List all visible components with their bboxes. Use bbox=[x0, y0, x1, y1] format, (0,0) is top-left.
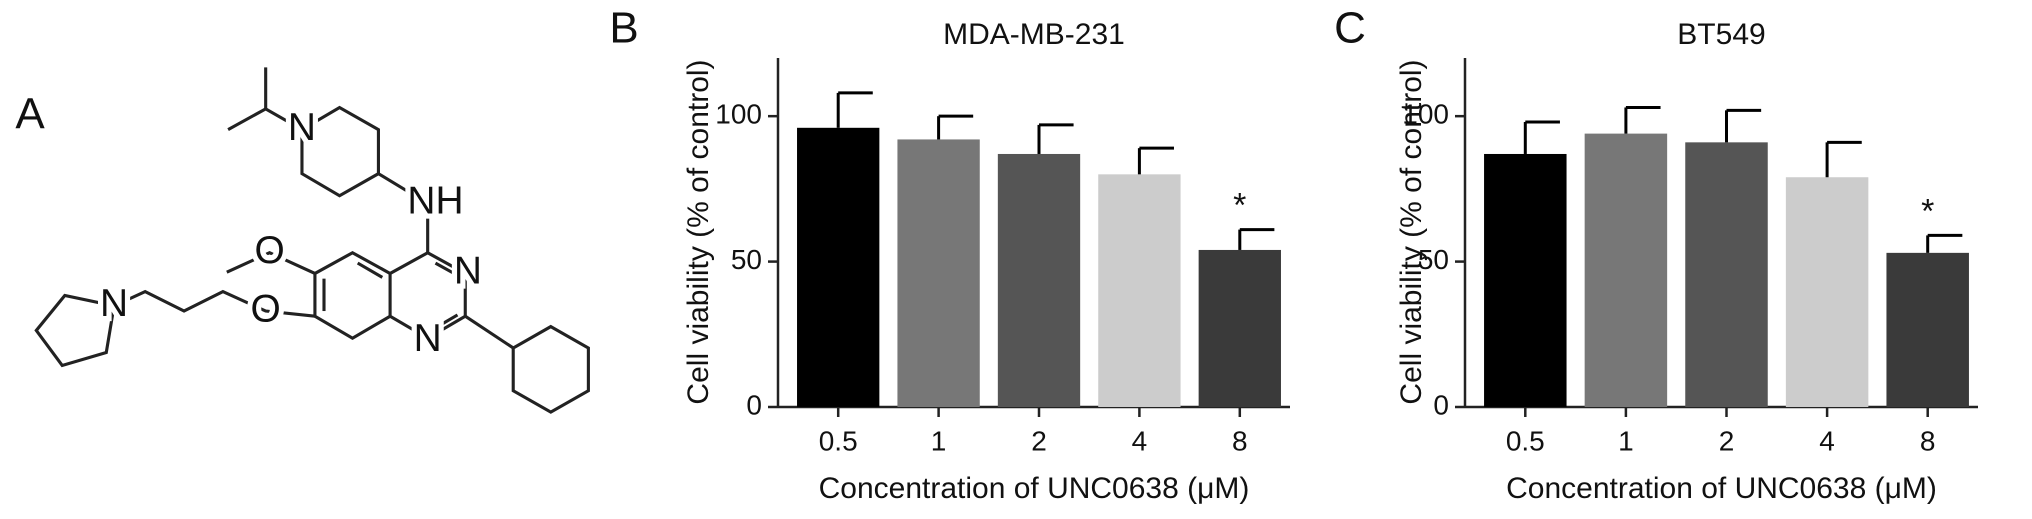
annotation: * bbox=[1921, 192, 1934, 230]
y-tick-label: 100 bbox=[715, 99, 762, 130]
bond bbox=[113, 289, 316, 318]
y-tick-label: 50 bbox=[1418, 244, 1449, 275]
bar bbox=[997, 153, 1081, 407]
ring bbox=[34, 293, 116, 368]
y-axis-label: Cell viability (% of control) bbox=[682, 59, 715, 404]
atom-label: N bbox=[454, 250, 482, 293]
x-tick-label: 4 bbox=[1819, 425, 1835, 456]
panel-label: C bbox=[1334, 4, 1366, 53]
error-bar bbox=[1926, 233, 1963, 253]
bar bbox=[1484, 153, 1567, 407]
y-tick-label: 50 bbox=[731, 244, 762, 275]
error-bar bbox=[1523, 120, 1560, 154]
error-bar bbox=[1624, 105, 1661, 134]
error-bar bbox=[1725, 108, 1762, 143]
atom-label: NH bbox=[407, 180, 463, 223]
bond bbox=[434, 313, 459, 330]
bar bbox=[1098, 174, 1181, 407]
y-tick-label: 0 bbox=[1433, 389, 1449, 420]
x-tick-label: 1 bbox=[1618, 425, 1634, 456]
bar bbox=[1785, 177, 1869, 407]
panel-label: B bbox=[609, 4, 638, 53]
error-bar bbox=[836, 91, 873, 128]
x-tick-label: 1 bbox=[931, 425, 947, 456]
x-axis-label: Concentration of UNC0638 (μM) bbox=[1506, 472, 1937, 505]
annotation: * bbox=[1233, 187, 1246, 225]
bar bbox=[897, 139, 980, 407]
ring bbox=[313, 250, 391, 341]
x-tick-label: 8 bbox=[1232, 425, 1248, 456]
x-tick-label: 0.5 bbox=[819, 425, 858, 456]
x-tick-label: 4 bbox=[1132, 425, 1148, 456]
atom-label: O bbox=[254, 229, 284, 272]
bond bbox=[356, 261, 384, 279]
x-tick-label: 8 bbox=[1920, 425, 1936, 456]
error-bar bbox=[1825, 140, 1862, 178]
chart-title: BT549 bbox=[1677, 18, 1765, 51]
bond bbox=[464, 314, 515, 350]
x-tick-label: 2 bbox=[1719, 425, 1735, 456]
bond bbox=[434, 261, 460, 278]
atom-label: N bbox=[288, 106, 316, 149]
chemical-structure: N NH O O N N N bbox=[34, 67, 590, 414]
bond bbox=[377, 172, 430, 253]
error-bar bbox=[1137, 146, 1174, 175]
y-tick-label: 0 bbox=[746, 389, 762, 420]
bar bbox=[1584, 133, 1668, 407]
bar bbox=[1198, 249, 1281, 407]
x-tick-label: 0.5 bbox=[1506, 425, 1545, 456]
atom-label: O bbox=[251, 287, 281, 330]
chart-title: MDA-MB-231 bbox=[943, 18, 1125, 51]
x-tick-label: 2 bbox=[1031, 425, 1047, 456]
error-bar bbox=[1037, 123, 1074, 154]
bar bbox=[1886, 252, 1969, 407]
ring bbox=[511, 324, 590, 414]
atom-label: N bbox=[100, 282, 128, 325]
bond bbox=[226, 251, 316, 275]
y-tick-label: 100 bbox=[1402, 99, 1449, 130]
panel-label: A bbox=[15, 90, 45, 139]
bar bbox=[1685, 142, 1768, 407]
atom-label: N bbox=[414, 317, 442, 360]
error-bar bbox=[937, 114, 974, 140]
bar bbox=[797, 127, 880, 408]
y-axis-label: Cell viability (% of control) bbox=[1395, 59, 1428, 404]
error-bar bbox=[1238, 228, 1275, 250]
x-axis-label: Concentration of UNC0638 (μM) bbox=[819, 472, 1250, 505]
